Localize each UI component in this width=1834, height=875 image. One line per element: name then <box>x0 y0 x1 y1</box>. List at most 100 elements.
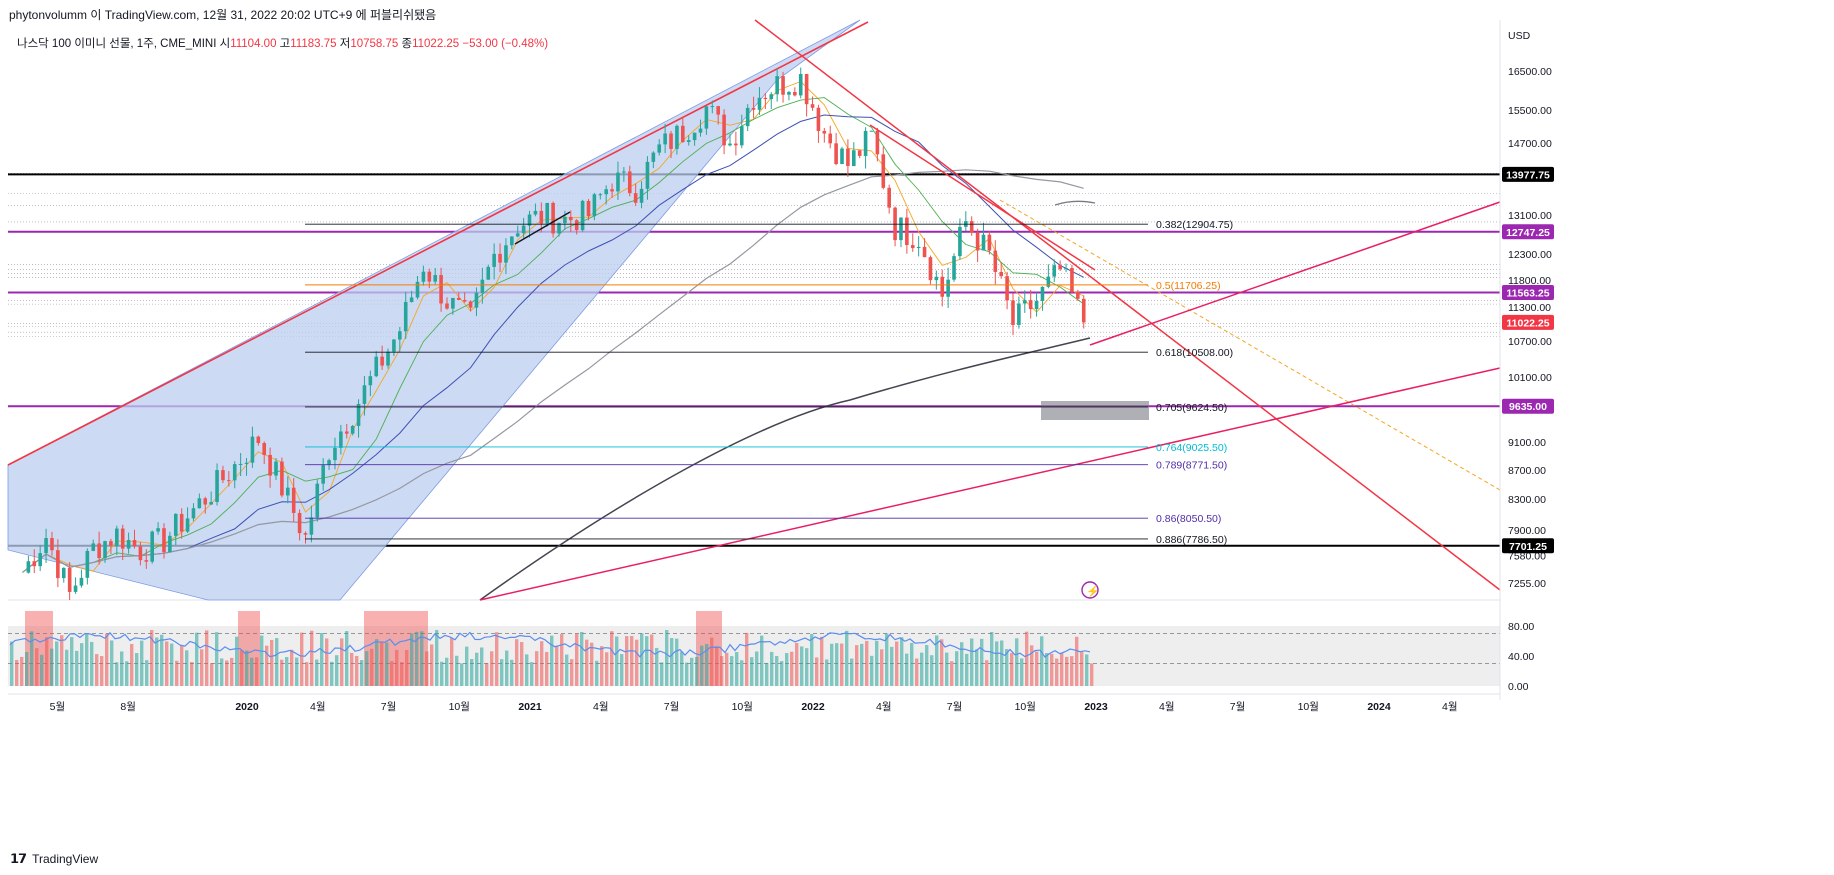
oscillator-bar <box>865 640 869 686</box>
candle-body <box>327 460 331 466</box>
candle-body <box>38 553 42 567</box>
oscillator-bar <box>1075 636 1079 686</box>
candle-body <box>568 216 573 221</box>
oscillator-bar <box>310 630 314 686</box>
price-tick-label: 9100.00 <box>1508 437 1546 449</box>
oscillator-bar <box>975 649 979 686</box>
oscillator-bar <box>285 657 289 686</box>
candle-body <box>462 299 467 302</box>
candle-body <box>368 376 373 386</box>
oscillator-bar <box>125 661 129 686</box>
oscillator-bar <box>790 651 794 686</box>
gray-zone-box <box>1041 401 1149 420</box>
ma-tail-line <box>1054 200 1096 206</box>
oscillator-bar <box>465 646 469 686</box>
oscillator-bar <box>890 646 894 686</box>
oscillator-bar <box>170 643 174 686</box>
oscillator-bar <box>500 659 504 686</box>
oscillator-bar <box>555 645 559 686</box>
candle-body <box>958 226 962 257</box>
oscillator-bar <box>395 649 399 686</box>
oscillator-bar <box>880 649 884 686</box>
oscillator-bar <box>385 642 389 686</box>
oscillator-bar <box>20 656 24 686</box>
time-tick-label: 4월 <box>876 701 892 713</box>
candle-body <box>291 487 296 513</box>
candle-body <box>309 517 314 535</box>
candle-body <box>315 483 320 518</box>
candle-body <box>1017 303 1021 325</box>
oscillator-bar <box>640 633 644 686</box>
low-label: 저 <box>339 38 351 50</box>
oscillator-bar <box>875 640 879 686</box>
oscillator-bar <box>375 639 379 686</box>
oscillator-bar <box>585 639 589 686</box>
oscillator-bar <box>480 647 484 686</box>
candle-body <box>374 356 379 377</box>
oscillator-bar <box>705 643 709 686</box>
oscillator-bar <box>1080 652 1084 686</box>
oscillator-bar <box>1085 654 1089 686</box>
candle-body <box>816 107 821 131</box>
candle-body <box>427 271 432 282</box>
time-tick-label: 7월 <box>1230 701 1246 713</box>
oscillator-bar <box>695 656 699 686</box>
oscillator-bar <box>930 655 934 686</box>
candle-body <box>256 436 261 444</box>
candle-body <box>56 550 60 579</box>
oscillator-bar <box>655 647 659 686</box>
oscillator-bar <box>250 657 254 686</box>
oscillator-bar <box>735 652 739 686</box>
oscillator-bar <box>825 659 829 686</box>
candle-body <box>61 567 66 579</box>
candle-body <box>810 104 815 108</box>
candle-body <box>1040 286 1045 301</box>
candle-body <box>498 253 502 263</box>
oscillator-bar <box>405 650 409 686</box>
oscillator-bar <box>360 660 364 686</box>
candle-body <box>757 97 762 110</box>
candle-body <box>1011 300 1015 325</box>
price-tick-label: 7580.00 <box>1508 551 1546 563</box>
ma-very-long-line <box>479 337 1091 601</box>
time-tick-label: 2020 <box>235 701 259 713</box>
candle-body <box>934 276 939 281</box>
oscillator-bar <box>320 632 324 686</box>
candle-body <box>250 436 255 463</box>
oscillator-bar <box>860 643 864 686</box>
candle-body <box>521 225 526 234</box>
oscillator-bar <box>50 648 54 686</box>
oscillator-highlight-zone <box>25 611 53 686</box>
candle-body <box>580 200 585 231</box>
candle-body <box>1022 300 1027 304</box>
oscillator-bar <box>620 654 624 686</box>
candle-body <box>386 351 390 366</box>
candle-body <box>445 303 449 309</box>
fib-level-label: 0.705(9624.50) <box>1156 402 1227 414</box>
oscillator-bar <box>740 660 744 686</box>
price-tick-label: 11300.00 <box>1508 302 1551 314</box>
oscillator-tick-label: 0.00 <box>1508 681 1529 693</box>
candle-body <box>1052 265 1057 277</box>
oscillator-bar <box>440 661 444 686</box>
oscillator-bar <box>445 657 449 686</box>
candle-body <box>344 431 349 434</box>
candle-body <box>50 538 54 551</box>
oscillator-bar <box>710 637 714 686</box>
candle-body <box>769 94 774 100</box>
oscillator-bar <box>75 650 79 686</box>
candle-body <box>26 561 31 573</box>
oscillator-bar <box>840 643 844 686</box>
price-tick-label: 7255.00 <box>1508 578 1546 590</box>
oscillator-bar <box>1060 652 1064 686</box>
oscillator-bar <box>215 632 219 686</box>
candle-body <box>710 106 715 108</box>
oscillator-bar <box>210 663 214 686</box>
oscillator-bar <box>540 641 544 686</box>
candle-body <box>274 461 278 476</box>
oscillator-bar <box>815 657 819 686</box>
oscillator-bar <box>565 654 569 686</box>
price-tick-label: 10700.00 <box>1508 336 1552 348</box>
candle-body <box>539 210 544 224</box>
